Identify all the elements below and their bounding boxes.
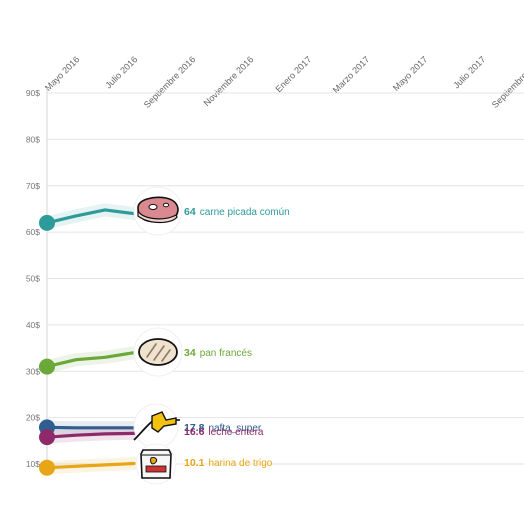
series-label-nafta-super: 17.8 nafta_super: [184, 422, 262, 434]
x-tick-label: Julio 2017: [451, 54, 487, 90]
series-labels: 64 carne picada común 34 pan francés 17.8 naf…: [184, 206, 290, 469]
x-axis-ticks: Mayo 2016 Julio 2016 Septiembre 2016 Noviem…: [43, 54, 524, 110]
series-value-label: 10.1: [184, 457, 205, 469]
y-tick-label: 80$: [26, 134, 40, 144]
series-label-carne-picada-comun: 64 carne picada común: [184, 206, 290, 218]
series-line: [45, 351, 136, 369]
y-tick-label: 60$: [26, 227, 40, 237]
y-tick-label: 40$: [26, 320, 40, 330]
y-tick-label: 50$: [26, 274, 40, 284]
series-value-label: 16.6: [184, 426, 205, 438]
series-name-label: pan francés: [200, 348, 252, 359]
series-line: [45, 208, 136, 225]
x-tick-label: Julio 2016: [103, 54, 139, 90]
y-axis-ticks: 10$ 20$ 30$ 40$ 50$ 60$ 70$ 80$ 90$: [26, 88, 40, 469]
series-name-label: harina de trigo: [208, 458, 272, 469]
series-value-label: 64: [184, 206, 196, 218]
series-lines: [39, 203, 141, 476]
series-value-label: 17.8: [184, 422, 205, 434]
x-tick-label: Noviembre 2016: [202, 54, 256, 108]
y-gridlines: [47, 92, 524, 465]
x-tick-label: Septiembre 2016: [142, 54, 198, 110]
x-tick-label: Mayo 2017: [391, 54, 430, 93]
y-tick-label: 70$: [26, 181, 40, 191]
series-start-point: [39, 358, 55, 375]
series-name-label: leche entera: [208, 427, 263, 438]
series-carne-picada-comun: [39, 203, 141, 231]
bread-icon: [133, 327, 183, 377]
series-start-point: [39, 459, 55, 476]
series-pan-frances: [39, 346, 141, 375]
series-leche-entera: [39, 426, 141, 446]
x-tick-label: Enero 2017: [273, 54, 313, 94]
series-name-label: carne picada común: [200, 207, 290, 218]
y-tick-label: 10$: [26, 459, 40, 469]
x-tick-label: Mayo 2016: [43, 54, 82, 93]
y-tick-label: 90$: [26, 88, 40, 98]
series-harina-de-trigo: [39, 457, 141, 476]
flour-bag-icon: [135, 443, 177, 485]
series-value-label: 34: [184, 347, 196, 359]
series-icons: [133, 186, 183, 485]
series-start-point: [39, 214, 55, 231]
x-tick-label: Marzo 2017: [331, 54, 372, 95]
series-label-harina-de-trigo: 10.1 harina de trigo: [184, 457, 273, 469]
fuel-nozzle-icon: [133, 403, 180, 449]
series-line: [45, 461, 136, 470]
series-label-pan-frances: 34 pan francés: [184, 347, 252, 359]
meat-icon: [133, 186, 183, 236]
x-tick-label: Septiembre 2017: [490, 54, 524, 110]
series-line: [45, 431, 136, 439]
y-tick-label: 30$: [26, 366, 40, 376]
series-name-label: nafta_super: [208, 423, 261, 434]
series-label-leche-entera: 16.6 leche entera: [184, 426, 264, 438]
y-tick-label: 20$: [26, 413, 40, 423]
series-start-point: [39, 429, 55, 446]
